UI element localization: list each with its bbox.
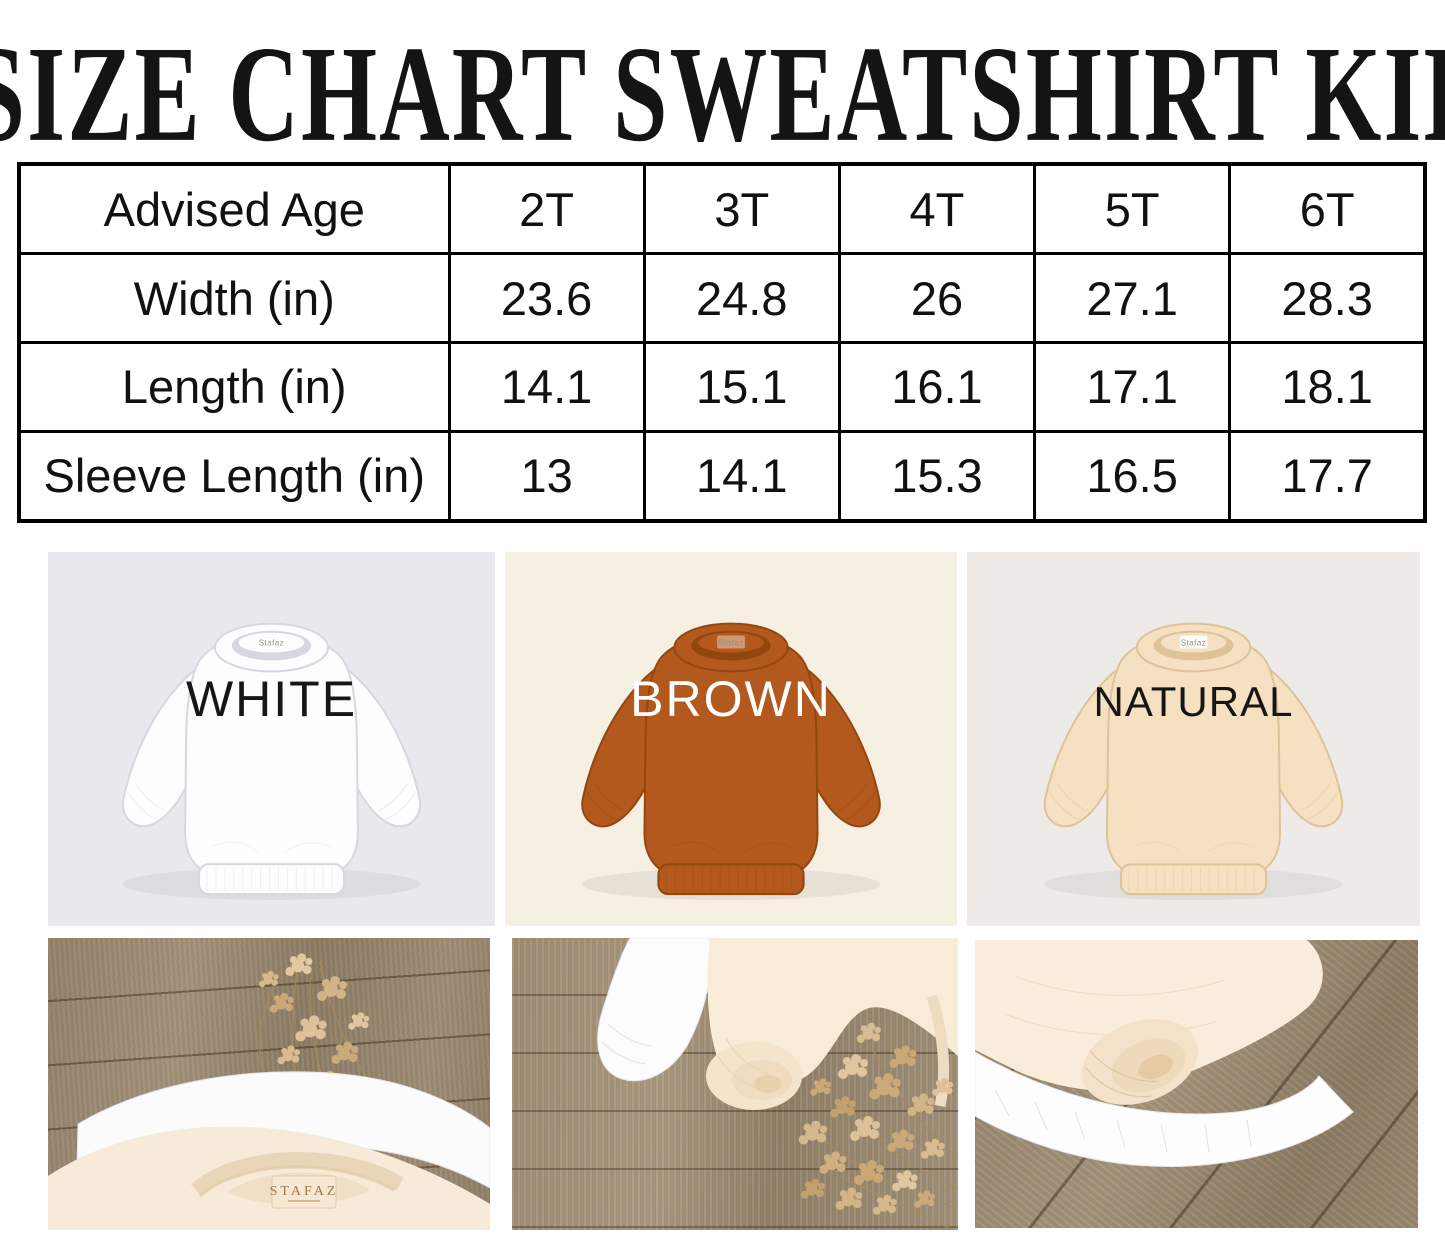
row-label: Sleeve Length (in) [17, 429, 451, 523]
white-hem-ribs [994, 1089, 1252, 1153]
cream-collar: STAFAZ [48, 1126, 490, 1230]
value-cell: 27.1 [1033, 252, 1232, 344]
sweatshirt-illustration: Stafaz [581, 622, 881, 901]
collar-tag [717, 635, 745, 649]
product-photo-brown: Stafaz BROWN [505, 552, 957, 926]
value-cell: 28.3 [1228, 252, 1427, 344]
value-cell: 23.6 [447, 252, 646, 344]
collar-tag-text: Stafaz [1181, 639, 1207, 648]
cream-fabric-fold [975, 940, 1323, 1105]
page-title: SIZE CHART SWEATSHIRT KID [0, 26, 1445, 163]
product-photo-white: Stafaz WHITE [48, 552, 495, 926]
size-cell: 6T [1228, 162, 1427, 256]
collar-tag-text: Stafaz [718, 639, 744, 648]
detail-photo-sleeves [512, 938, 958, 1230]
sweatshirt-illustration: Stafaz [121, 622, 422, 900]
size-cell: 5T [1033, 162, 1232, 256]
table-row-width: Width (in) 23.6 24.8 26 27.1 28.3 [17, 252, 1427, 344]
detail-photo-collar: STAFAZ [48, 938, 490, 1230]
size-cell: 4T [837, 162, 1037, 256]
value-cell: 16.5 [1033, 429, 1232, 523]
size-cell: 2T [447, 162, 646, 256]
row-label: Advised Age [17, 162, 451, 256]
brand-tag-text: STAFAZ [270, 1184, 339, 1199]
value-cell: 15.1 [642, 340, 841, 433]
value-cell: 17.7 [1228, 429, 1427, 523]
value-cell: 14.1 [447, 340, 646, 433]
detail-photo-hem [975, 940, 1418, 1228]
product-photo-natural: Stafaz NATURAL [967, 552, 1420, 926]
table-row-advised-age: Advised Age 2T 3T 4T 5T 6T [17, 162, 1427, 256]
hem-fold-illustration [975, 940, 1354, 1167]
page-title-text: SIZE CHART SWEATSHIRT KID [0, 18, 1445, 171]
colorway-label-brown: BROWN [630, 671, 832, 727]
white-hem-band [975, 1051, 1354, 1167]
size-table: Advised Age 2T 3T 4T 5T 6T Width (in) 23… [17, 162, 1427, 523]
collar-closeup-illustration: STAFAZ [48, 953, 490, 1230]
cream-sleeve [706, 938, 958, 1110]
table-row-length: Length (in) 14.1 15.1 16.1 17.1 18.1 [17, 340, 1427, 433]
value-cell: 15.3 [837, 429, 1037, 523]
colorway-label-white: WHITE [185, 671, 358, 727]
value-cell: 13 [447, 429, 646, 523]
collar-tag [257, 635, 286, 649]
collar-tag [1179, 635, 1208, 649]
value-cell: 26 [837, 252, 1037, 344]
value-cell: 18.1 [1228, 340, 1427, 433]
table-row-sleeve-length: Sleeve Length (in) 13 14.1 15.3 16.5 17.… [17, 429, 1427, 523]
row-label: Length (in) [17, 340, 451, 433]
row-label: Width (in) [17, 252, 451, 344]
collar-tag-text: Stafaz [259, 639, 284, 648]
sweatshirt-illustration: Stafaz [1043, 622, 1344, 901]
size-cell: 3T [642, 162, 841, 256]
value-cell: 14.1 [642, 429, 841, 523]
value-cell: 17.1 [1033, 340, 1232, 433]
value-cell: 16.1 [837, 340, 1037, 433]
value-cell: 24.8 [642, 252, 841, 344]
dried-flowers-icon [798, 1022, 958, 1230]
sleeves-flatlay-illustration [597, 938, 958, 1230]
colorway-label-natural: NATURAL [1093, 678, 1294, 725]
white-sleeve [597, 938, 712, 1082]
brand-tag [271, 1175, 337, 1209]
